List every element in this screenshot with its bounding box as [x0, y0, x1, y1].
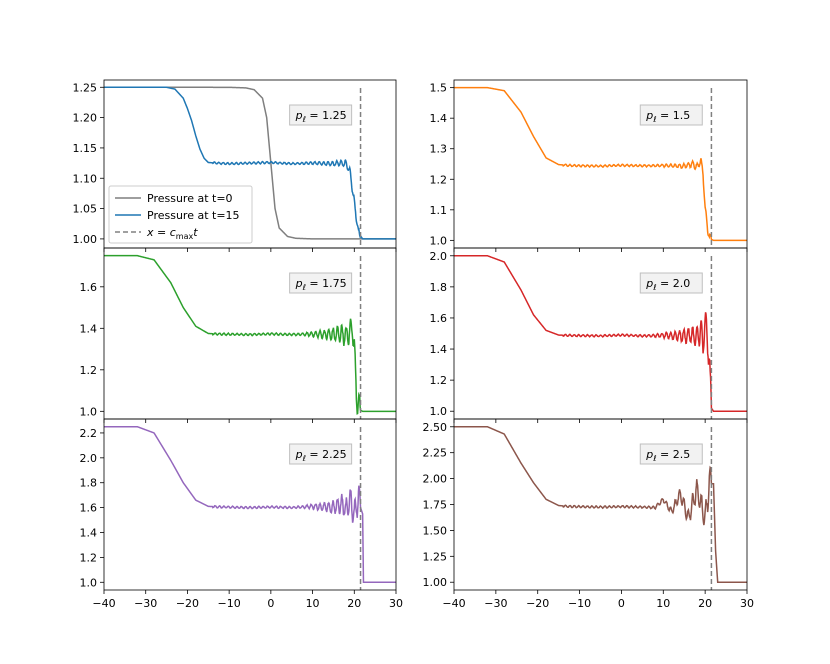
x-tick-label: 30: [389, 597, 403, 610]
y-tick-label: 1.2: [430, 173, 448, 186]
y-tick-label: 1.2: [80, 364, 98, 377]
x-tick-label: 30: [740, 597, 754, 610]
y-tick-label: 1.5: [430, 82, 448, 95]
y-tick-label: 1.25: [423, 550, 448, 563]
chart-panel-2: 1.0 1.1 1.2 1.3 1.4 1.5 pℓ = 1.5: [430, 79, 748, 252]
y-tick-label: 1.05: [73, 203, 98, 216]
y-tick-label: 1.25: [73, 81, 98, 94]
x-tick-label: 10: [656, 597, 670, 610]
y-tick-label: 1.1: [430, 204, 448, 217]
y-tick-label: 1.50: [423, 524, 448, 537]
chart-panel-4: 1.0 1.2 1.4 1.6 1.8 2.0 pℓ = 2.0: [430, 247, 748, 423]
y-tick-label: 1.2: [430, 374, 448, 387]
annotation-background: [639, 443, 703, 465]
chart-panel-1: 1.00 1.05 1.10 1.15 1.20 1.25 pℓ = 1.25 Pressur…: [73, 79, 397, 252]
annotation-box: pℓ = 2.25: [289, 443, 353, 465]
y-tick-label: 1.8: [80, 477, 98, 490]
y-tick-label: 2.25: [423, 447, 448, 460]
annotation-background: [639, 104, 703, 126]
series-line-pressure-at-t-15: [104, 425, 396, 584]
chart-panel-5: 1.0 1.2 1.4 1.6 1.8 2.0 2.2 −40 −30 −20 −10 0 10 20 30…: [80, 418, 403, 610]
x-tick-label: −10: [218, 597, 241, 610]
y-tick-label: 1.3: [430, 143, 448, 156]
annotation-box: pℓ = 2.0: [639, 272, 703, 294]
x-tick-label: 10: [306, 597, 320, 610]
y-tick-label: 1.4: [430, 343, 448, 356]
y-tick-label: 1.0: [430, 234, 448, 247]
axes-frame: [103, 418, 397, 591]
y-tick-label: 1.4: [80, 527, 98, 540]
annotation-background: [289, 104, 353, 126]
y-tick-label: 1.20: [73, 112, 98, 125]
annotation-box: pℓ = 2.5: [639, 443, 703, 465]
annotation-label: pℓ = 1.5: [645, 109, 690, 124]
x-tick-label: 0: [618, 597, 625, 610]
x-tick-label: 20: [698, 597, 712, 610]
annotation-label: pℓ = 2.0: [645, 277, 690, 292]
chart-panel-6: 1.00 1.25 1.50 1.75 2.00 2.25 2.50 −40 −30 −20 −10…: [423, 418, 754, 610]
y-tick-label: 1.10: [73, 172, 98, 185]
annotation-label: pℓ = 2.25: [295, 448, 347, 463]
annotation-label: pℓ = 1.25: [295, 109, 347, 124]
y-tick-label: 1.0: [80, 405, 98, 418]
annotation-label: pℓ = 2.5: [645, 448, 690, 463]
series-line-pressure-at-t-15: [104, 254, 396, 415]
annotation-background: [639, 272, 703, 294]
y-tick-label: 2.00: [423, 473, 448, 486]
y-tick-label: 2.0: [430, 250, 448, 263]
x-tick-label: −10: [568, 597, 591, 610]
y-tick-label: 2.0: [80, 452, 98, 465]
annotation-box: pℓ = 1.25: [289, 104, 353, 126]
y-tick-label: 2.50: [423, 421, 448, 434]
y-tick-label: 1.0: [430, 405, 448, 418]
x-tick-label: 0: [267, 597, 274, 610]
annotation-background: [289, 272, 353, 294]
x-tick-label: −40: [442, 597, 465, 610]
y-tick-label: 1.4: [430, 112, 448, 125]
series-line-pressure-at-t-15: [454, 86, 747, 242]
y-tick-label: 1.8: [430, 281, 448, 294]
annotation-background: [289, 443, 353, 465]
annotation-box: pℓ = 1.5: [639, 104, 703, 126]
y-tick-label: 1.6: [80, 502, 98, 515]
annotation-label: pℓ = 1.75: [295, 277, 347, 292]
legend-entry-label: Pressure at t=15: [147, 209, 240, 222]
y-tick-label: 1.6: [80, 281, 98, 294]
y-tick-label: 1.15: [73, 142, 98, 155]
y-tick-label: 2.2: [80, 427, 98, 440]
y-tick-label: 1.4: [80, 322, 98, 335]
legend-entry-label: x = cmaxt: [146, 226, 198, 241]
x-tick-label: −30: [484, 597, 507, 610]
x-tick-label: −40: [92, 597, 115, 610]
x-tick-label: −20: [176, 597, 199, 610]
series-line-pressure-at-t-15: [454, 255, 747, 412]
series-line-pressure-at-t-15: [104, 86, 396, 240]
x-tick-label: −30: [134, 597, 157, 610]
legend-entry-label: Pressure at t=0: [147, 192, 233, 205]
y-tick-label: 1.00: [73, 233, 98, 246]
y-tick-label: 1.75: [423, 499, 448, 512]
chart-panel-3: 1.0 1.2 1.4 1.6 pℓ = 1.75: [80, 247, 397, 423]
x-tick-label: −20: [526, 597, 549, 610]
y-tick-label: 1.00: [423, 576, 448, 589]
x-tick-label: 20: [347, 597, 361, 610]
series-line-pressure-at-t-15: [454, 426, 747, 583]
y-tick-label: 1.0: [80, 576, 98, 589]
legend: Pressure at t=0 Pressure at t=15 x = cmaxt: [108, 185, 253, 244]
annotation-box: pℓ = 1.75: [289, 272, 353, 294]
y-tick-label: 1.6: [430, 312, 448, 325]
y-tick-label: 1.2: [80, 551, 98, 564]
legend-frame: [108, 185, 253, 244]
